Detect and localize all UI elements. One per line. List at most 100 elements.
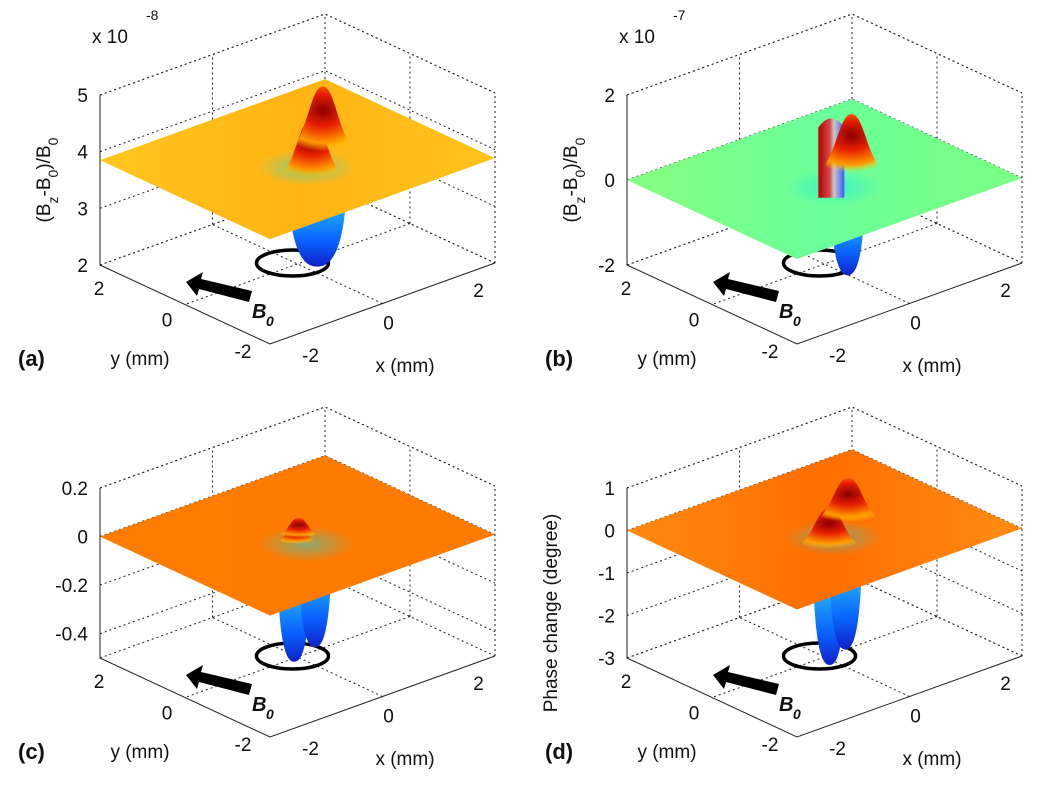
z-tick-label: -3 <box>598 649 615 670</box>
x-tick-label: -2 <box>829 346 846 367</box>
x-tick-label: 2 <box>1000 281 1011 302</box>
z-axis-label-part: 0 <box>45 169 61 177</box>
x-tick-label: 2 <box>473 674 484 695</box>
z-axis-label-text: (Bz-B0)/B0 <box>34 137 61 222</box>
x-tick-label: -2 <box>829 739 846 760</box>
y-tick-label: 0 <box>162 704 173 725</box>
coil-ring <box>254 248 331 278</box>
b0-label-sub: 0 <box>266 706 274 722</box>
z-axis-label-part: 0 <box>45 137 61 145</box>
z-tick-label: 2 <box>77 256 88 277</box>
b0-label-sub: 0 <box>793 706 801 722</box>
y-axis-label: y (mm) <box>637 349 696 370</box>
z-axis-label: (Bz-B0)/B0 <box>34 137 61 222</box>
exponent-power: -7 <box>673 7 686 23</box>
peak-mark <box>787 508 871 551</box>
z-axis-label-part: -B <box>34 177 55 196</box>
b0-arrow-shape <box>713 665 779 695</box>
z-axis-label-part: Phase change (degree) <box>541 514 562 713</box>
front-axes <box>99 488 496 738</box>
y-axis-label: y (mm) <box>110 349 169 370</box>
peak-mark <box>809 114 894 176</box>
z-tick-label: -1 <box>598 564 615 585</box>
front-axes <box>626 488 1023 738</box>
x-tick-label: 0 <box>910 314 921 335</box>
b0-label: B <box>252 694 266 716</box>
b0-label: B <box>779 301 793 323</box>
x-tick-label: 2 <box>473 281 484 302</box>
y-tick-label: -2 <box>235 342 252 363</box>
b0-arrow-shape <box>186 665 252 695</box>
x-axis-label: x (mm) <box>902 356 961 377</box>
z-axis-label: (Bz-B0)/B0 <box>561 137 588 222</box>
z-tick-label: 0 <box>604 522 615 543</box>
z-axis-label-text: (Bz-B0)/B0 <box>561 137 588 222</box>
z-tick-label: -0.4 <box>55 625 88 646</box>
z-gridline <box>626 13 1023 96</box>
b0-arrow-shape <box>186 272 252 302</box>
z-axis-label-part: z <box>572 196 588 203</box>
top-back-edge <box>626 13 1023 96</box>
z-tick-label: -0.2 <box>55 576 88 597</box>
b0-label: B <box>252 301 266 323</box>
y-tick-label: 2 <box>94 279 105 300</box>
b0-label: B <box>779 694 793 716</box>
x-axis-label: x (mm) <box>375 356 434 377</box>
z-axis-label-part: -B <box>561 177 582 196</box>
z-axis-label: Phase change (degree) <box>541 514 562 713</box>
b0-arrow-shape <box>713 272 779 302</box>
panel-label: (b) <box>545 346 573 371</box>
x-tick-label: 2 <box>1000 674 1011 695</box>
y-tick-label: 0 <box>162 311 173 332</box>
panel-label: (d) <box>545 739 573 764</box>
z-axis-label-part: 0 <box>572 169 588 177</box>
peak-mark <box>281 86 365 155</box>
z-tick-label: 3 <box>77 199 88 220</box>
exponent-label: x 10 <box>92 27 128 48</box>
y-tick-label: 2 <box>621 672 632 693</box>
x-tick-label: -2 <box>302 346 319 367</box>
top-back-edge <box>99 13 496 96</box>
y-tick-label: 0 <box>689 311 700 332</box>
z-tick-label: 0.2 <box>62 479 88 500</box>
panel-label: (c) <box>18 739 45 764</box>
y-tick-label: -2 <box>762 342 779 363</box>
z-tick-label: 2 <box>604 86 615 107</box>
front-axes <box>99 95 496 345</box>
z-axis-label-part: 0 <box>572 137 588 145</box>
z-tick-label: 5 <box>77 86 88 107</box>
x-tick-label: 0 <box>910 707 921 728</box>
z-axis-label-part: z <box>45 196 61 203</box>
peak-mark <box>273 517 325 539</box>
exponent-label: x 10 <box>619 27 655 48</box>
z-gridline <box>99 13 496 96</box>
y-axis-label: y (mm) <box>637 742 696 763</box>
x-floor-gridline <box>212 617 383 697</box>
y-tick-label: 2 <box>621 279 632 300</box>
y-tick-label: 2 <box>94 672 105 693</box>
z-tick-label: -2 <box>598 607 615 628</box>
b0-label-sub: 0 <box>266 313 274 329</box>
z-tick-label: 0 <box>604 171 615 192</box>
exponent-power: -8 <box>146 7 159 23</box>
z-axis-label-part: (B <box>561 203 582 222</box>
b0-label-sub: 0 <box>793 313 801 329</box>
x-tick-label: 0 <box>383 707 394 728</box>
z-tick-label: -2 <box>598 256 615 277</box>
z-tick-label: 0 <box>77 528 88 549</box>
y-tick-label: 0 <box>689 704 700 725</box>
x-floor-gridline <box>739 617 910 697</box>
x-axis-label: x (mm) <box>375 749 434 770</box>
x-axis-label: x (mm) <box>902 749 961 770</box>
x-floor-gridline <box>212 224 383 304</box>
z-axis-label-part: )/B <box>561 145 582 169</box>
z-axis-label-text: Phase change (degree) <box>541 514 562 713</box>
